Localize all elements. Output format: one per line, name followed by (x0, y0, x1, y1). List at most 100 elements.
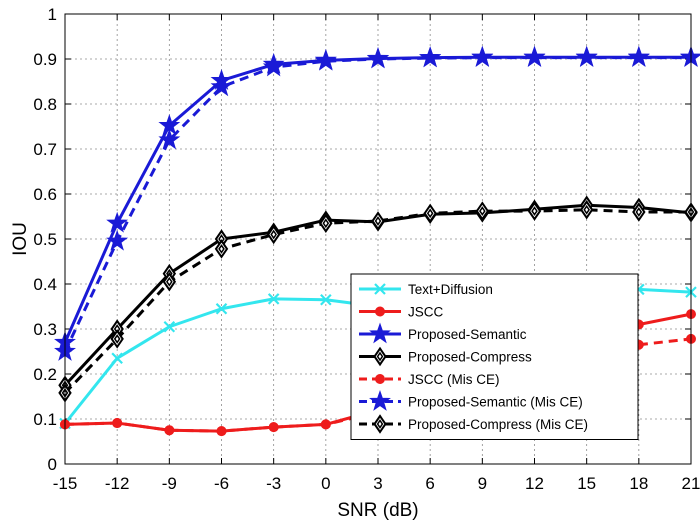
legend-entry: Proposed-Semantic (359, 322, 527, 344)
diamond-inner (531, 206, 538, 216)
data-point (475, 201, 490, 221)
legend-label: Text+Diffusion (408, 282, 493, 297)
data-point (471, 46, 494, 67)
diamond-outline (162, 271, 177, 292)
data-point (419, 46, 442, 68)
x-tick-label: 3 (373, 474, 382, 493)
series-proposed-compress-mis-ce (58, 199, 698, 403)
diamond-outline (266, 224, 281, 245)
x-tick-label: 6 (425, 474, 434, 493)
data-point (320, 293, 332, 306)
legend-entry: Proposed-Compress (Mis CE) (359, 414, 588, 434)
data-point (267, 293, 280, 305)
legend-marker (369, 389, 391, 411)
data-point (527, 201, 542, 221)
x-tick-label: 9 (478, 474, 487, 493)
diamond-inner (166, 276, 173, 287)
x-tick-label: -9 (162, 474, 177, 493)
data-point (106, 229, 129, 251)
legend-label: Proposed-Compress (Mis CE) (408, 417, 588, 432)
legend-entry: Proposed-Compress (359, 346, 532, 367)
legend-marker (369, 322, 391, 344)
data-point (320, 419, 331, 430)
data-point (523, 46, 546, 67)
diamond-outline (475, 201, 490, 221)
y-tick-label: 0.8 (33, 95, 57, 114)
diamond-outline (319, 213, 333, 234)
diamond-outline (373, 414, 387, 434)
diamond-outline (110, 329, 124, 349)
label-layer: -15 -12 -9 -6 -3 0 3 6 9 12 15 18 21 0 0.1 0.2 0.3 0.4 0.5… (33, 5, 700, 493)
y-tick-label: 0.3 (33, 320, 57, 339)
data-point (266, 224, 281, 245)
y-tick-label: 0.1 (33, 410, 57, 429)
y-tick-label: 1 (48, 5, 57, 24)
diamond-outline (214, 239, 229, 259)
diamond-inner (583, 204, 590, 215)
legend-entry: JSCC (Mis CE) (359, 372, 500, 387)
y-tick-label: 0.7 (33, 140, 57, 159)
diamond-outline (579, 199, 594, 220)
x-marker-stroke (163, 320, 176, 333)
data-point (632, 202, 646, 222)
diamond-outline (632, 202, 646, 222)
data-point (110, 329, 124, 349)
x-tick-label: 15 (577, 474, 596, 493)
diamond-inner (218, 244, 225, 254)
legend-marker (374, 283, 386, 295)
legend-marker (373, 346, 387, 367)
y-tick-label: 0 (48, 455, 57, 474)
data-point (371, 211, 385, 231)
data-point (162, 271, 177, 292)
y-tick-label: 0.6 (33, 185, 57, 204)
x-marker-stroke (374, 283, 386, 295)
data-point (111, 352, 123, 365)
diamond-inner (426, 208, 434, 219)
data-point (215, 302, 228, 315)
data-point (627, 46, 650, 67)
legend-marker (375, 374, 385, 384)
x-tick-label: 21 (682, 474, 700, 493)
legend-label: Proposed-Semantic (Mis CE) (408, 395, 583, 410)
diamond-inner (270, 229, 277, 240)
diamond-inner (322, 218, 330, 229)
data-point (423, 203, 437, 224)
diamond-outline (373, 346, 387, 367)
legend-entry: JSCC (359, 305, 444, 320)
diamond-outline (371, 211, 385, 231)
y-axis-title: IOU (10, 222, 31, 256)
x-tick-label: -6 (214, 474, 229, 493)
legend: Text+Diffusion JSCC Proposed-Semantic Propo… (350, 273, 639, 440)
data-point (106, 211, 129, 233)
diamond-inner (376, 351, 384, 362)
legend-label: JSCC (408, 305, 444, 320)
legend-entry: Proposed-Semantic (Mis CE) (359, 389, 583, 411)
x-tick-label: 12 (525, 474, 544, 493)
legend-entry: Text+Diffusion (359, 282, 493, 297)
diamond-inner (113, 334, 121, 344)
x-tick-label: 18 (629, 474, 648, 493)
legend-label: Proposed-Semantic (408, 327, 527, 342)
data-point (575, 46, 598, 67)
x-tick-label: -3 (266, 474, 281, 493)
diamond-inner (374, 216, 382, 226)
diamond-inner (635, 207, 643, 217)
x-marker-stroke (215, 302, 228, 315)
data-point (268, 422, 279, 433)
data-point (367, 47, 389, 69)
data-point (319, 213, 333, 234)
x-marker-stroke (267, 293, 280, 305)
plot-frame (64, 13, 692, 465)
data-point (262, 55, 285, 77)
x-axis-title: SNR (dB) (337, 500, 418, 521)
legend-label: Proposed-Compress (408, 350, 532, 365)
data-point (579, 199, 594, 220)
series-proposed-semantic-mis-ce (54, 46, 700, 361)
diamond-inner (479, 206, 486, 216)
x-tick-label: -12 (105, 474, 130, 493)
y-tick-label: 0.4 (33, 275, 57, 294)
data-point (210, 75, 233, 97)
diamond-outline (527, 201, 542, 221)
